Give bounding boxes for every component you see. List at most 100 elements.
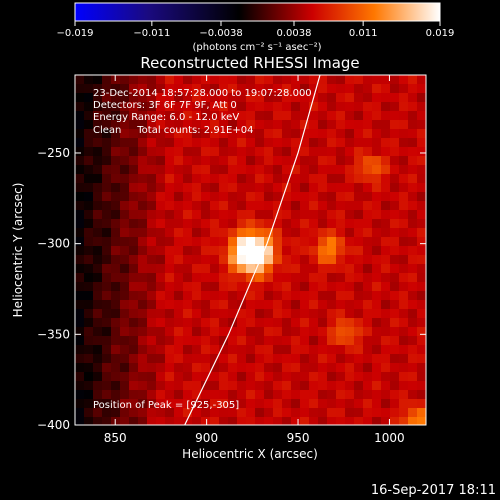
heatmap-cell [84,228,94,238]
footer-date: 16-Sep-2017 18:11 [371,483,496,498]
heatmap-cell [174,390,184,400]
x-axis-ticks: 850 900 950 1000 [104,75,405,445]
heatmap-cell [111,408,121,418]
heatmap-cell [273,237,283,247]
heatmap-cell [192,129,202,139]
heatmap-cell [246,264,256,274]
heatmap-cell [417,138,426,148]
heatmap-cell [237,273,247,283]
heatmap-cell [129,210,139,220]
heatmap-cell [93,201,103,211]
heatmap-cell [147,84,157,94]
heatmap-cell [390,372,400,382]
heatmap-cell [111,102,121,112]
heatmap-cell [417,192,426,202]
heatmap-cell [363,210,373,220]
heatmap-cell [363,102,373,112]
heatmap-cell [201,318,211,328]
heatmap-cell [372,156,382,166]
heatmap-cell [183,84,193,94]
heatmap-cell [309,354,319,364]
heatmap-cell [354,336,364,346]
heatmap-cell [417,273,426,283]
heatmap-cell [363,138,373,148]
heatmap-cell [354,201,364,211]
heatmap-cell [120,390,130,400]
heatmap-cell [345,264,355,274]
heatmap-cell [228,156,238,166]
heatmap-cell [237,210,247,220]
heatmap-cell [75,390,85,400]
heatmap-cell [192,246,202,256]
heatmap-cell [273,273,283,283]
heatmap-cell [327,408,337,418]
heatmap-cell [147,264,157,274]
heatmap-cell [336,183,346,193]
heatmap-cell [237,75,247,85]
heatmap-cell [147,246,157,256]
heatmap-cell [210,408,220,418]
heatmap-cell [75,345,85,355]
heatmap-cell [84,372,94,382]
heatmap-cell [372,219,382,229]
heatmap-cell [264,408,274,418]
heatmap-cell [399,219,409,229]
heatmap-cell [147,165,157,175]
heatmap-cell [228,309,238,319]
heatmap-cell [300,399,310,409]
heatmap-cell [327,327,337,337]
heatmap-cell [183,192,193,202]
heatmap-cell [354,399,364,409]
heatmap-cell [147,363,157,373]
heatmap-cell [138,138,148,148]
heatmap-cell [111,345,121,355]
heatmap-cell [219,291,229,301]
heatmap-cell [111,129,121,139]
heatmap-cell [120,399,130,409]
heatmap-cell [210,237,220,247]
heatmap-cell [201,390,211,400]
heatmap-cell [309,300,319,310]
heatmap-cell [138,327,148,337]
heatmap-cell [309,399,319,409]
heatmap-cell [372,363,382,373]
heatmap-cell [228,75,238,85]
heatmap-cell [291,273,301,283]
heatmap-cell [129,264,139,274]
heatmap-cell [201,147,211,157]
heatmap-cell [381,417,391,425]
heatmap-cell [138,93,148,103]
heatmap-cell [372,93,382,103]
heatmap-cell [228,147,238,157]
heatmap-cell [264,84,274,94]
heatmap-cell [318,84,328,94]
heatmap-cell [273,147,283,157]
heatmap-cell [417,363,426,373]
heatmap-cell [75,327,85,337]
heatmap-cell [237,138,247,148]
heatmap-cell [255,219,265,229]
heatmap-cell [309,255,319,265]
heatmap-cell [300,156,310,166]
heatmap-cell [354,165,364,175]
heatmap-cell [390,363,400,373]
heatmap-cell [354,174,364,184]
heatmap-cell [165,273,175,283]
heatmap-cell [390,417,400,425]
heatmap-cell [246,408,256,418]
heatmap-cell [417,255,426,265]
heatmap-cell [381,282,391,292]
heatmap-cell [201,363,211,373]
heatmap-cell [345,327,355,337]
heatmap-cell [183,300,193,310]
heatmap-cell [345,165,355,175]
heatmap-cell [228,363,238,373]
heatmap-cell [318,129,328,139]
heatmap-cell [291,93,301,103]
heatmap-cell [129,165,139,175]
heatmap-cell [228,255,238,265]
heatmap-cell [354,327,364,337]
heatmap-cell [291,408,301,418]
heatmap-cell [354,309,364,319]
heatmap-cell [363,399,373,409]
